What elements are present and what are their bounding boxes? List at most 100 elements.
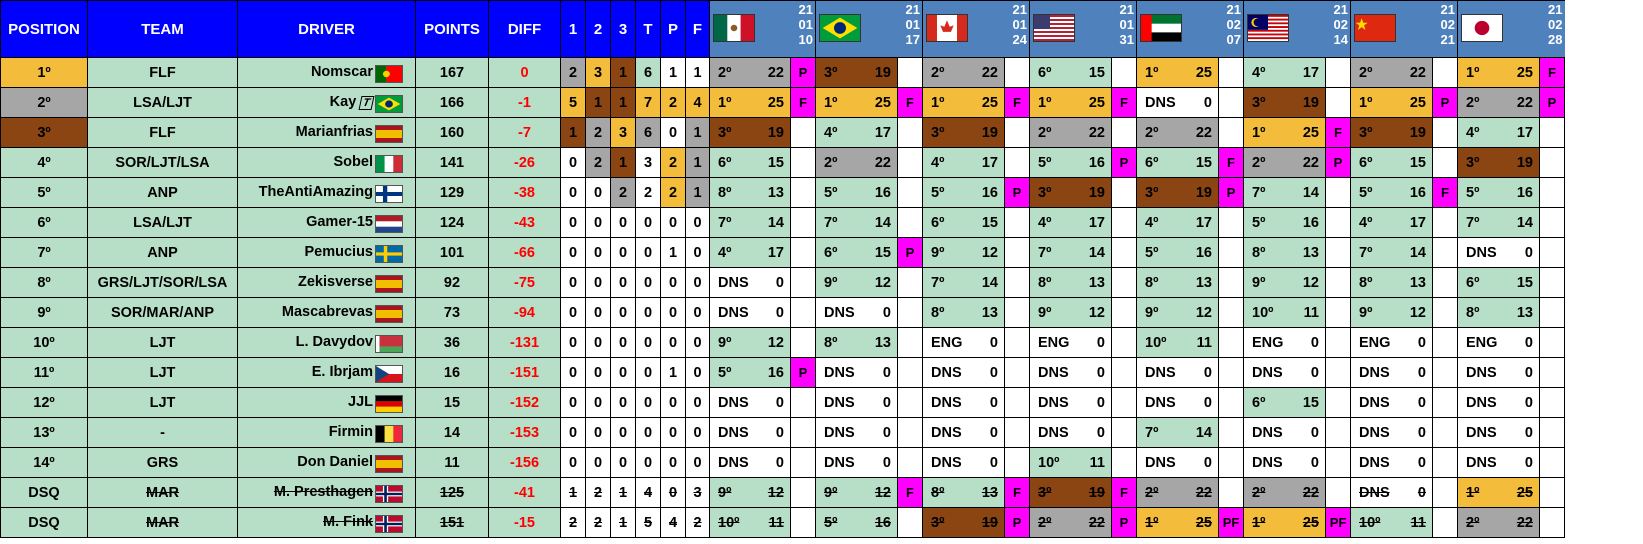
stat-cell: 0 xyxy=(635,417,661,448)
race-bonus-cell: P xyxy=(1325,147,1351,178)
header-position: POSITION xyxy=(0,0,88,58)
table-row: 14º GRS Don Daniel 11 -156 0 0 0 0 0 0 DNS 0 DNS 0 DNS 0… xyxy=(0,447,1565,478)
position-cell: 14º xyxy=(0,447,88,478)
stat-cell: 0 xyxy=(560,357,586,388)
driver-name: JJL xyxy=(348,394,373,410)
race-header-3: 21 01 24 xyxy=(922,0,1030,58)
position-cell: 10º xyxy=(0,327,88,358)
points-cell: 15 xyxy=(415,387,489,418)
race-points-cell: 17 xyxy=(1081,207,1112,238)
race-position-cell: 2º xyxy=(1243,477,1296,508)
race-position-cell: 3º xyxy=(1243,87,1296,118)
race-date-part: 28 xyxy=(1548,32,1563,47)
race-position-cell: 3º xyxy=(1457,147,1510,178)
race-position-cell: 5º xyxy=(1350,177,1403,208)
china-flag-icon xyxy=(1354,14,1396,42)
race-date-part: 17 xyxy=(905,32,920,47)
position-cell: 12º xyxy=(0,387,88,418)
race-bonus-cell: P xyxy=(790,357,816,388)
race-position-cell: 3º xyxy=(922,117,975,148)
race-points-cell: 22 xyxy=(1188,477,1219,508)
stat-cell: 0 xyxy=(685,237,710,268)
race-position-cell: DNS xyxy=(815,297,868,328)
race-bonus-cell xyxy=(1218,237,1244,268)
race-position-cell: DNS xyxy=(709,267,762,298)
malaysia-flag-icon xyxy=(1247,14,1289,42)
race-points-cell: 0 xyxy=(1295,447,1326,478)
stat-cell: 0 xyxy=(610,297,636,328)
race-points-cell: 14 xyxy=(1509,207,1540,238)
race-bonus-cell xyxy=(1432,57,1458,88)
race-points-cell: 16 xyxy=(1295,207,1326,238)
stat-cell: 0 xyxy=(560,447,586,478)
stat-cell: 0 xyxy=(610,357,636,388)
race-bonus-cell xyxy=(1539,147,1565,178)
race-bonus-cell xyxy=(1218,387,1244,418)
race-position-cell: ENG xyxy=(1457,327,1510,358)
race-bonus-cell: P xyxy=(1432,87,1458,118)
italy-flag-icon xyxy=(375,155,403,173)
race-bonus-cell xyxy=(1539,507,1565,538)
stat-cell: 0 xyxy=(635,207,661,238)
stat-cell: 0 xyxy=(585,357,611,388)
race-bonus-cell xyxy=(897,207,923,238)
race-bonus-cell xyxy=(1111,237,1137,268)
race-bonus-cell xyxy=(790,417,816,448)
race-points-cell: 13 xyxy=(1188,267,1219,298)
stat-cell: 0 xyxy=(560,327,586,358)
driver-cell: JJL xyxy=(237,387,416,418)
stat-cell: 0 xyxy=(685,447,710,478)
race-bonus-cell xyxy=(1325,177,1351,208)
stat-cell: 1 xyxy=(685,57,710,88)
header-stat-3: 3 xyxy=(610,0,636,58)
race-points-cell: 0 xyxy=(1402,477,1433,508)
race-date-part: 01 xyxy=(798,17,813,32)
race-bonus-cell: P xyxy=(1004,177,1030,208)
race-position-cell: 8º xyxy=(709,177,762,208)
race-bonus-cell xyxy=(897,447,923,478)
race-points-cell: 11 xyxy=(1081,447,1112,478)
driver-name: Pemucius xyxy=(304,244,374,260)
driver-name: TheAntiAmazing xyxy=(258,184,373,200)
race-bonus-cell xyxy=(897,267,923,298)
position-cell: 7º xyxy=(0,237,88,268)
race-points-cell: 13 xyxy=(1081,267,1112,298)
stat-cell: 1 xyxy=(685,117,710,148)
race-bonus-cell: F xyxy=(1004,477,1030,508)
race-points-cell: 0 xyxy=(867,297,898,328)
race-points-cell: 15 xyxy=(1081,57,1112,88)
header-row: POSITION TEAM DRIVER POINTS DIFF 1 2 3 T… xyxy=(0,0,1565,58)
race-position-cell: ENG xyxy=(1243,327,1296,358)
race-position-cell: 10º xyxy=(1350,507,1403,538)
driver-cell: Firmin xyxy=(237,417,416,448)
race-bonus-cell xyxy=(1218,87,1244,118)
stat-cell: 2 xyxy=(610,177,636,208)
race-position-cell: 3º xyxy=(1350,117,1403,148)
driver-cell: Kay T xyxy=(237,87,416,118)
race-points-cell: 25 xyxy=(1081,87,1112,118)
points-cell: 11 xyxy=(415,447,489,478)
table-row: 12º LJT JJL 15 -152 0 0 0 0 0 0 DNS 0 DNS 0 DNS 0 DNS 0 DNS… xyxy=(0,387,1565,418)
stat-cell: 2 xyxy=(635,177,661,208)
race-points-cell: 16 xyxy=(974,177,1005,208)
canada-flag-icon xyxy=(926,14,968,42)
race-points-cell: 0 xyxy=(974,387,1005,418)
race-bonus-cell xyxy=(790,147,816,178)
race-bonus-cell xyxy=(897,357,923,388)
stat-cell: 0 xyxy=(610,447,636,478)
race-position-cell: 7º xyxy=(1243,177,1296,208)
race-position-cell: 6º xyxy=(922,207,975,238)
race-position-cell: DNS xyxy=(1243,417,1296,448)
mexico-flag-icon xyxy=(713,14,755,42)
race-bonus-cell: PF xyxy=(1218,507,1244,538)
stat-cell: 1 xyxy=(560,477,586,508)
race-date-part: 02 xyxy=(1440,17,1455,32)
race-position-cell: 9º xyxy=(922,237,975,268)
stat-cell: 0 xyxy=(610,387,636,418)
race-position-cell: 9º xyxy=(1350,297,1403,328)
points-cell: 141 xyxy=(415,147,489,178)
header-diff: DIFF xyxy=(488,0,561,58)
diff-cell: -151 xyxy=(488,357,561,388)
table-row: 9º SOR/MAR/ANP Mascabrevas 73 -94 0 0 0 0 0 0 DNS 0 D… xyxy=(0,297,1565,328)
race-position-cell: DNS xyxy=(1350,417,1403,448)
